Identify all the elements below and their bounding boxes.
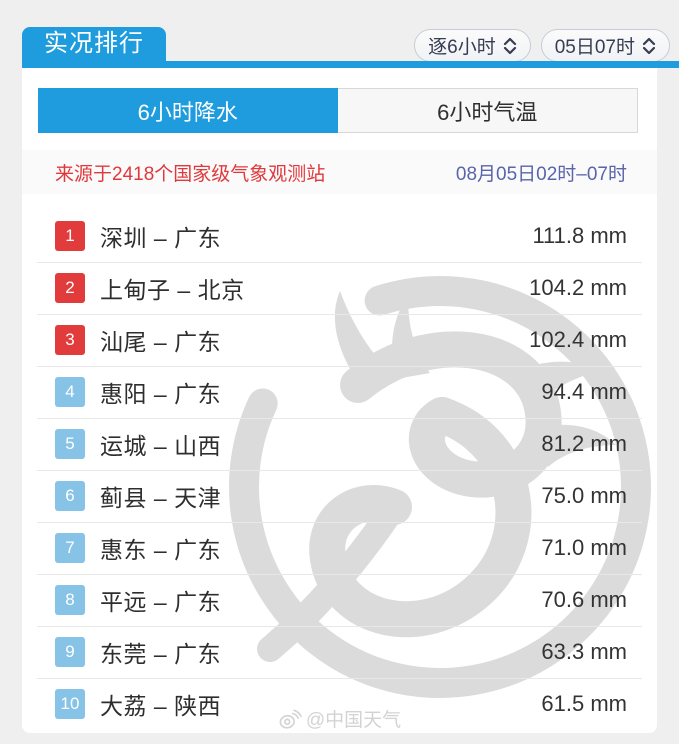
rank-badge: 9 bbox=[55, 637, 85, 667]
time-dropdown[interactable]: 05日07时 bbox=[540, 29, 670, 62]
source-label: 来源于2418个国家级气象观测站 bbox=[55, 163, 326, 185]
ranking-row[interactable]: 10 大荔 – 陕西 61.5 mm bbox=[22, 678, 657, 730]
ranking-row[interactable]: 8 平远 – 广东 70.6 mm bbox=[22, 574, 657, 626]
ranking-card: 6小时降水 6小时气温 来源于2418个国家级气象观测站 08月05日02时–0… bbox=[22, 68, 657, 733]
precipitation-value: 102.4 mm bbox=[529, 327, 627, 352]
ranking-row[interactable]: 2 上甸子 – 北京 104.2 mm bbox=[22, 262, 657, 314]
rank-badge: 5 bbox=[55, 429, 85, 459]
ranking-list: 1 深圳 – 广东 111.8 mm 2 上甸子 – 北京 104.2 mm 3… bbox=[22, 210, 657, 730]
station-name: 上甸子 – 北京 bbox=[100, 277, 245, 303]
station-name: 运城 – 山西 bbox=[100, 433, 222, 459]
interval-dropdown-label: 逐6小时 bbox=[428, 37, 496, 58]
station-name: 深圳 – 广东 bbox=[100, 225, 222, 251]
interval-dropdown[interactable]: 逐6小时 bbox=[414, 29, 531, 62]
metric-tabs: 6小时降水 6小时气温 bbox=[38, 88, 638, 133]
precipitation-value: 81.2 mm bbox=[541, 431, 627, 456]
precipitation-value: 75.0 mm bbox=[541, 483, 627, 508]
precipitation-value: 111.8 mm bbox=[532, 223, 627, 248]
precipitation-value: 63.3 mm bbox=[541, 639, 627, 664]
rank-badge: 1 bbox=[55, 221, 85, 251]
header-dropdowns: 逐6小时 05日07时 bbox=[414, 29, 670, 62]
source-row: 来源于2418个国家级气象观测站 08月05日02时–07时 bbox=[22, 150, 657, 194]
time-dropdown-label: 05日07时 bbox=[554, 37, 635, 58]
chevron-up-down-icon bbox=[503, 37, 516, 54]
precipitation-value: 104.2 mm bbox=[529, 275, 627, 300]
ranking-row[interactable]: 5 运城 – 山西 81.2 mm bbox=[22, 418, 657, 470]
ranking-row[interactable]: 1 深圳 – 广东 111.8 mm bbox=[22, 210, 657, 262]
station-name: 东莞 – 广东 bbox=[100, 641, 222, 667]
ranking-row[interactable]: 3 汕尾 – 广东 102.4 mm bbox=[22, 314, 657, 366]
rank-badge: 3 bbox=[55, 325, 85, 355]
time-range-label: 08月05日02时–07时 bbox=[455, 163, 627, 185]
rank-badge: 2 bbox=[55, 273, 85, 303]
precipitation-value: 71.0 mm bbox=[541, 535, 627, 560]
tab-temperature-6h[interactable]: 6小时气温 bbox=[337, 88, 638, 133]
header-underline bbox=[22, 61, 679, 68]
precipitation-value: 70.6 mm bbox=[541, 587, 627, 612]
page-title: 实况排行 bbox=[22, 27, 166, 61]
rank-badge: 10 bbox=[55, 689, 85, 719]
station-name: 大荔 – 陕西 bbox=[100, 693, 222, 719]
station-name: 蓟县 – 天津 bbox=[100, 485, 222, 511]
station-name: 汕尾 – 广东 bbox=[100, 329, 222, 355]
ranking-row[interactable]: 4 惠阳 – 广东 94.4 mm bbox=[22, 366, 657, 418]
rank-badge: 8 bbox=[55, 585, 85, 615]
ranking-row[interactable]: 6 蓟县 – 天津 75.0 mm bbox=[22, 470, 657, 522]
station-name: 惠阳 – 广东 bbox=[100, 381, 222, 407]
precipitation-value: 61.5 mm bbox=[541, 691, 627, 716]
station-name: 平远 – 广东 bbox=[100, 589, 222, 615]
chevron-up-down-icon bbox=[642, 37, 656, 54]
tab-precipitation-6h[interactable]: 6小时降水 bbox=[38, 88, 338, 133]
precipitation-value: 94.4 mm bbox=[541, 379, 627, 404]
station-name: 惠东 – 广东 bbox=[100, 537, 222, 563]
ranking-row[interactable]: 9 东莞 – 广东 63.3 mm bbox=[22, 626, 657, 678]
rank-badge: 6 bbox=[55, 481, 85, 511]
rank-badge: 4 bbox=[55, 377, 85, 407]
ranking-row[interactable]: 7 惠东 – 广东 71.0 mm bbox=[22, 522, 657, 574]
rank-badge: 7 bbox=[55, 533, 85, 563]
